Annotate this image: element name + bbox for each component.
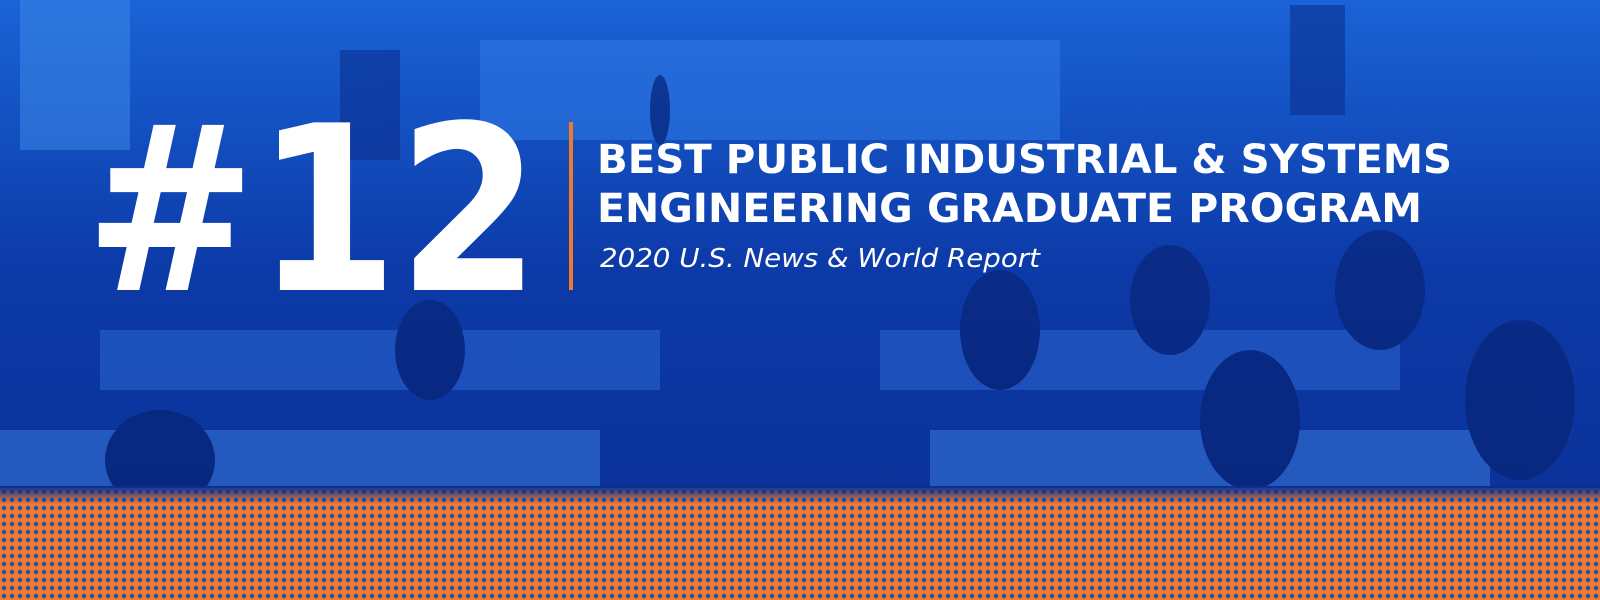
headline-line: ENGINEERING GRADUATE PROGRAM — [597, 186, 1422, 232]
source: 2020 U.S. News & World Report — [600, 244, 1041, 274]
headline-line: BEST PUBLIC INDUSTRIAL & SYSTEMS — [597, 137, 1452, 183]
classroom-scene — [0, 0, 1575, 510]
halftone-fade — [0, 486, 1600, 504]
halftone-band — [0, 488, 1600, 600]
rank: #12 — [85, 78, 540, 345]
